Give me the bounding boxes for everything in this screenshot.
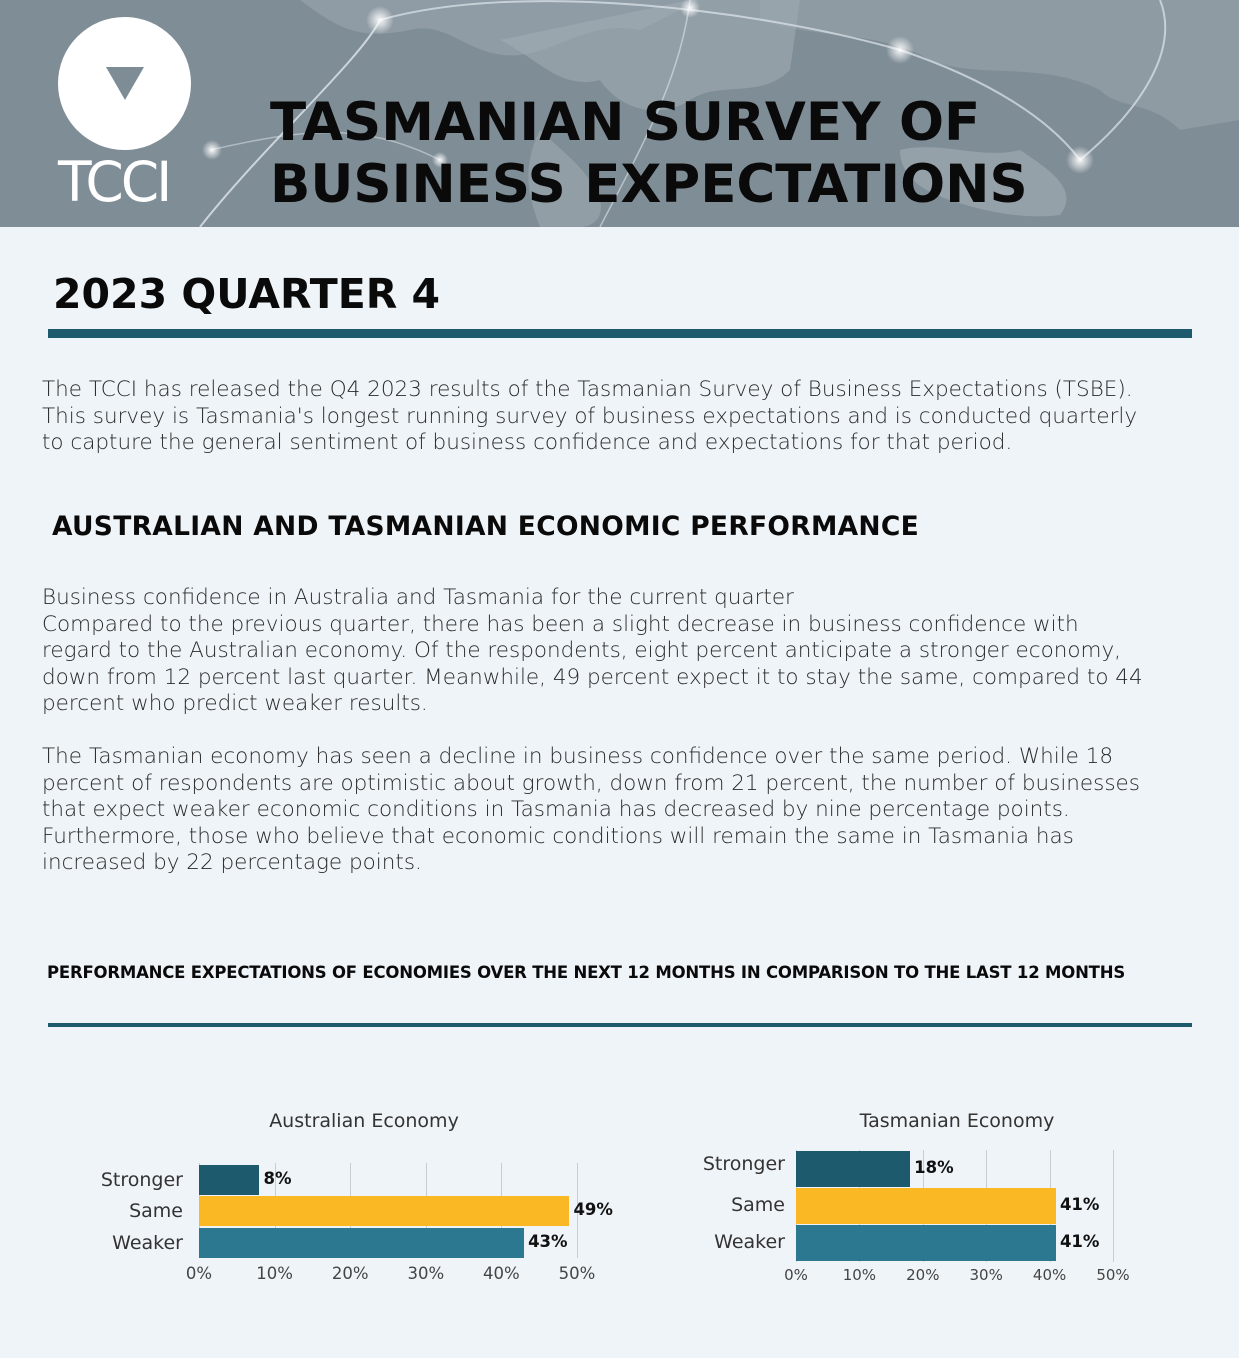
x-tick-label: 10% <box>256 1264 293 1283</box>
text-line: percent who predict weaker results. <box>42 691 428 716</box>
text-line: Furthermore, those who believe that econ… <box>42 823 1074 849</box>
x-tick-label: 20% <box>906 1266 940 1284</box>
text-line: to capture the general sentiment of busi… <box>42 430 1013 455</box>
text-line: Business confidence in Australia and Tas… <box>42 585 794 610</box>
world-map-background <box>0 0 1239 227</box>
x-tick-label: 50% <box>558 1264 596 1283</box>
data-label: 41% <box>1059 1232 1100 1251</box>
category-label: Stronger <box>100 1169 183 1191</box>
category-label: Same <box>731 1194 785 1216</box>
page-title: TASMANIAN SURVEY OF BUSINESS EXPECTATION… <box>270 92 1028 216</box>
text-line: The TCCI has released the Q4 2023 result… <box>42 377 1133 402</box>
text-line: percent of respondents are optimistic ab… <box>42 770 1140 796</box>
body-paragraph-2: The Tasmanian economy has seen a decline… <box>42 744 1202 877</box>
chart-title: Australian Economy <box>269 1110 459 1132</box>
header-banner: TCCI TASMANIAN SURVEY OF BUSINESS EXPECT… <box>0 0 1239 227</box>
gridline <box>1113 1150 1114 1262</box>
text-line: Compared to the previous quarter, there … <box>42 611 1079 637</box>
intro-paragraph: The TCCI has released the Q4 2023 result… <box>42 377 1202 457</box>
page-title-line-1: TASMANIAN SURVEY OF <box>270 92 981 153</box>
bar-stronger <box>796 1151 911 1187</box>
divider <box>48 1023 1192 1027</box>
text-line: The Tasmanian economy has seen a decline… <box>42 744 1114 769</box>
data-label: 43% <box>528 1232 568 1251</box>
x-tick-label: 0% <box>185 1264 213 1283</box>
x-tick-label: 30% <box>969 1266 1003 1284</box>
body-paragraph-1: Business confidence in Australia and Tas… <box>42 585 1202 718</box>
category-label: Same <box>129 1200 183 1222</box>
category-label: Weaker <box>714 1231 785 1253</box>
quarter-heading: 2023 QUARTER 4 <box>53 270 441 318</box>
x-tick-label: 10% <box>842 1266 877 1284</box>
bar-stronger <box>199 1165 260 1195</box>
x-tick-label: 20% <box>331 1264 369 1283</box>
text-line: This survey is Tasmania's longest runnin… <box>42 403 1138 429</box>
data-label: 49% <box>573 1200 613 1219</box>
text-line: regard to the Australian economy. Of the… <box>42 638 1121 663</box>
gridline <box>577 1163 578 1258</box>
triangle-icon <box>106 67 144 100</box>
x-tick-label: 30% <box>407 1264 445 1283</box>
category-label: Stronger <box>702 1153 785 1175</box>
text-line: increased by 22 percentage points. <box>42 850 422 875</box>
chart-title: Tasmanian Economy <box>859 1110 1055 1132</box>
divider <box>48 329 1192 338</box>
tcci-logo-circle <box>58 17 191 150</box>
tcci-logo-text: TCCI <box>58 150 172 214</box>
section-heading: AUSTRALIAN AND TASMANIAN ECONOMIC PERFOR… <box>52 511 920 542</box>
data-label: 18% <box>914 1158 954 1177</box>
bar-weaker <box>199 1228 525 1258</box>
chart-heading: PERFORMANCE EXPECTATIONS OF ECONOMIES OV… <box>47 963 1126 982</box>
x-tick-label: 0% <box>784 1266 808 1284</box>
bar-same <box>199 1196 570 1226</box>
text-line: that expect weaker economic conditions i… <box>42 797 1070 822</box>
x-tick-label: 40% <box>1032 1266 1067 1284</box>
bar-same <box>796 1188 1056 1224</box>
bar-weaker <box>796 1225 1056 1261</box>
text-line: down from 12 percent last quarter. Meanw… <box>42 664 1143 690</box>
x-tick-label: 40% <box>483 1264 520 1283</box>
data-label: 8% <box>263 1169 292 1188</box>
x-tick-label: 50% <box>1096 1266 1130 1284</box>
category-label: Weaker <box>112 1232 183 1254</box>
data-label: 41% <box>1059 1195 1100 1214</box>
page-title-line-2: BUSINESS EXPECTATIONS <box>270 154 1028 215</box>
